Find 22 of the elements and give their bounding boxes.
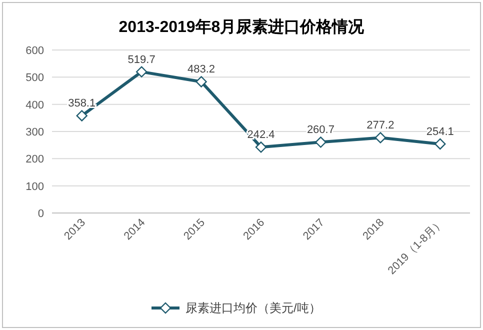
- data-label: 277.2: [366, 120, 394, 132]
- chart-title: 2013-2019年8月尿素进口价格情况: [118, 18, 366, 36]
- data-label: 483.2: [188, 64, 216, 76]
- y-tick-label: 200: [26, 154, 44, 166]
- data-label: 519.7: [128, 54, 156, 66]
- data-label: 260.7: [306, 124, 334, 136]
- y-tick-label: 0: [38, 208, 44, 220]
- data-label: 254.1: [426, 126, 454, 138]
- y-tick-label: 100: [26, 180, 44, 193]
- point: [136, 66, 148, 78]
- y-tick-label: 300: [26, 126, 44, 138]
- point: [434, 138, 446, 150]
- legend-label: 尿素进口均价（美元/吨）: [186, 301, 321, 315]
- point: [315, 136, 326, 148]
- y-tick-label: 600: [26, 45, 44, 57]
- data-label: 358.1: [68, 98, 96, 110]
- point: [76, 110, 88, 122]
- point: [196, 76, 207, 88]
- point: [255, 142, 267, 153]
- point: [374, 132, 386, 144]
- y-tick-label: 500: [26, 72, 44, 84]
- y-tick-label: 400: [26, 99, 44, 112]
